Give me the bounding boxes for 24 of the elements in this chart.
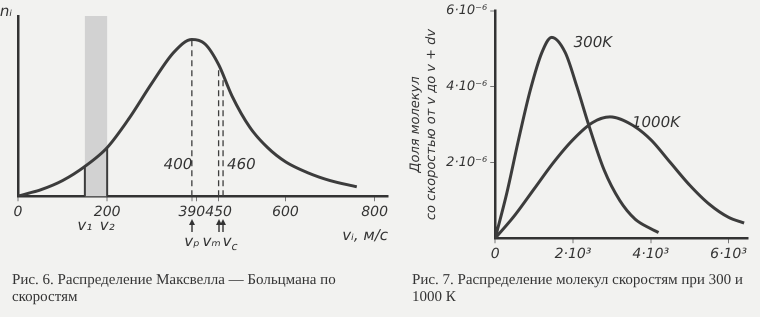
y-tick-label: 6·10⁻⁶ bbox=[446, 3, 488, 18]
x-tick-label: 2·10³ bbox=[554, 246, 592, 262]
x-axis-title: vᵢ, м/с bbox=[342, 226, 389, 244]
y-tick-label: 2·10⁻⁶ bbox=[446, 154, 488, 170]
x-tick-label: 390 bbox=[178, 204, 206, 220]
x-tick-label: 800 bbox=[361, 204, 388, 220]
y-tick-label: 4·10⁻⁶ bbox=[446, 78, 488, 94]
ref-line-label: v₁ bbox=[77, 216, 92, 234]
series-label: 300K bbox=[574, 33, 614, 52]
x-tick-label: 0 bbox=[14, 204, 23, 220]
x-tick-label: 0 bbox=[490, 246, 500, 262]
text: Рис. 6. Распределение Максвелла — Больцмана по скоростям bbox=[11, 271, 337, 307]
text: Рис. 7. Распределение молекул скоростям при 300 и 1000 К bbox=[411, 271, 744, 307]
x-tick-label: 450 bbox=[205, 204, 232, 220]
series-label: 1000K bbox=[632, 112, 682, 131]
y-axis-title: Доля молекул со скоростью от v до v + dv bbox=[408, 28, 439, 220]
x-tick-label: 4·10³ bbox=[632, 246, 670, 262]
y-axis-title: nᵢ bbox=[0, 2, 12, 20]
annotation: 400 bbox=[164, 154, 192, 173]
x-tick-label: 6·10³ bbox=[710, 246, 748, 262]
x-tick-label: 600 bbox=[272, 204, 299, 220]
ref-line-label: vₘ bbox=[202, 232, 221, 250]
ref-line-label: vₚ bbox=[184, 232, 200, 250]
annotation: 460 bbox=[227, 154, 256, 173]
